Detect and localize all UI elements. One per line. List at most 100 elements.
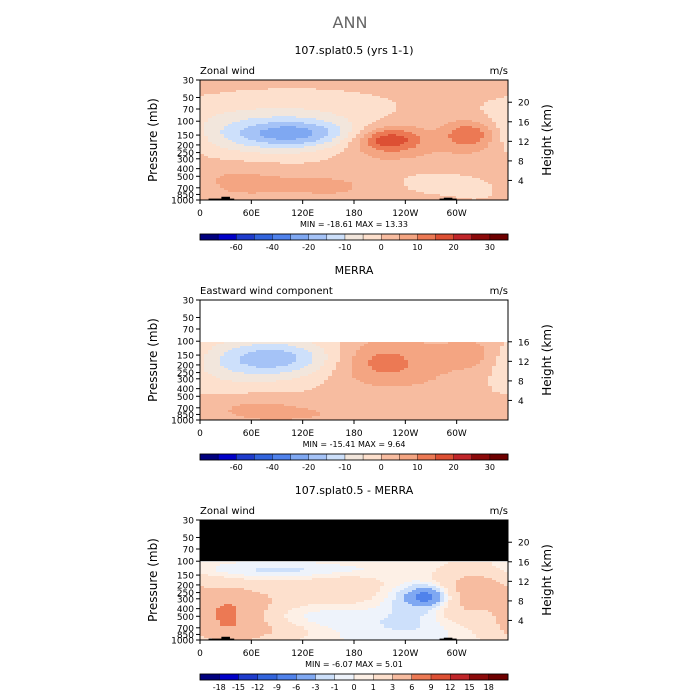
field-cell — [252, 134, 257, 137]
field-cell — [364, 128, 369, 131]
field-cell — [316, 100, 321, 103]
field-cell — [280, 178, 285, 181]
field-cell — [208, 122, 213, 125]
field-cell — [336, 106, 341, 109]
field-cell — [412, 132, 417, 135]
field-cell — [456, 130, 461, 133]
field-cell — [376, 188, 381, 191]
field-cell — [248, 184, 253, 187]
field-cell — [228, 98, 233, 101]
field-cell — [308, 162, 313, 165]
field-cell — [376, 122, 381, 125]
field-cell — [360, 88, 365, 91]
field-cell — [380, 186, 385, 189]
field-cell — [236, 88, 241, 91]
field-cell — [420, 108, 425, 111]
y-tick-label: 500 — [177, 173, 194, 183]
y-tick-label: 1000 — [171, 197, 194, 207]
field-cell — [468, 112, 473, 115]
field-cell — [444, 106, 449, 109]
field-cell — [420, 344, 425, 347]
field-cell — [448, 88, 453, 91]
field-cell — [436, 156, 441, 159]
field-cell — [284, 156, 289, 159]
field-cell — [384, 130, 389, 133]
field-cell — [200, 186, 205, 189]
field-cell — [204, 146, 209, 149]
field-cell — [372, 160, 377, 163]
field-cell — [468, 114, 473, 117]
field-cell — [356, 184, 361, 187]
field-cell — [360, 342, 365, 345]
field-cell — [456, 92, 461, 95]
field-cell — [344, 164, 349, 167]
field-cell — [460, 108, 465, 111]
field-cell — [224, 170, 229, 173]
field-cell — [244, 160, 249, 163]
field-cell — [284, 130, 289, 133]
field-cell — [260, 144, 265, 147]
field-cell — [492, 148, 497, 151]
field-cell — [216, 102, 221, 105]
field-cell — [236, 128, 241, 131]
field-cell — [320, 138, 325, 141]
field-cell — [204, 102, 209, 105]
field-cell — [344, 190, 349, 193]
field-cell — [304, 148, 309, 151]
field-cell — [400, 110, 405, 113]
field-cell — [304, 154, 309, 157]
field-cell — [260, 122, 265, 125]
field-cell — [408, 162, 413, 165]
field-cell — [228, 114, 233, 117]
field-cell — [336, 166, 341, 169]
field-cell — [384, 342, 389, 345]
field-cell — [200, 136, 205, 139]
field-cell — [456, 104, 461, 107]
field-cell — [372, 346, 377, 349]
field-cell — [464, 116, 469, 119]
field-cell — [332, 108, 337, 111]
field-cell — [340, 122, 345, 125]
field-cell — [444, 104, 449, 107]
field-cell — [444, 164, 449, 167]
field-cell — [240, 100, 245, 103]
field-cell — [220, 98, 225, 101]
field-cell — [204, 162, 209, 165]
field-cell — [476, 170, 481, 173]
field-cell — [224, 128, 229, 131]
field-cell — [500, 158, 505, 161]
field-cell — [208, 84, 213, 87]
field-cell — [264, 170, 269, 173]
field-cell — [356, 178, 361, 181]
field-cell — [220, 170, 225, 173]
field-cell — [288, 344, 293, 347]
field-cell — [240, 170, 245, 173]
field-cell — [264, 94, 269, 97]
field-cell — [292, 344, 297, 347]
field-cell — [308, 194, 313, 197]
field-cell — [392, 164, 397, 167]
field-cell — [376, 100, 381, 103]
field-cell — [368, 88, 373, 91]
field-cell — [268, 192, 273, 195]
field-cell — [392, 82, 397, 85]
field-cell — [264, 100, 269, 103]
field-cell — [208, 80, 213, 83]
field-cell — [248, 138, 253, 141]
field-cell — [256, 144, 261, 147]
field-cell — [288, 90, 293, 93]
field-cell — [328, 344, 333, 347]
field-cell — [368, 82, 373, 85]
field-cell — [444, 194, 449, 197]
field-cell — [244, 198, 249, 200]
field-cell — [488, 160, 493, 163]
field-cell — [472, 162, 477, 165]
field-cell — [464, 170, 469, 173]
field-cell — [228, 116, 233, 119]
field-cell — [428, 190, 433, 193]
field-cell — [500, 152, 505, 155]
field-cell — [220, 172, 225, 175]
field-cell — [284, 160, 289, 163]
colorbar-label: 30 — [485, 243, 495, 252]
field-cell — [392, 116, 397, 119]
